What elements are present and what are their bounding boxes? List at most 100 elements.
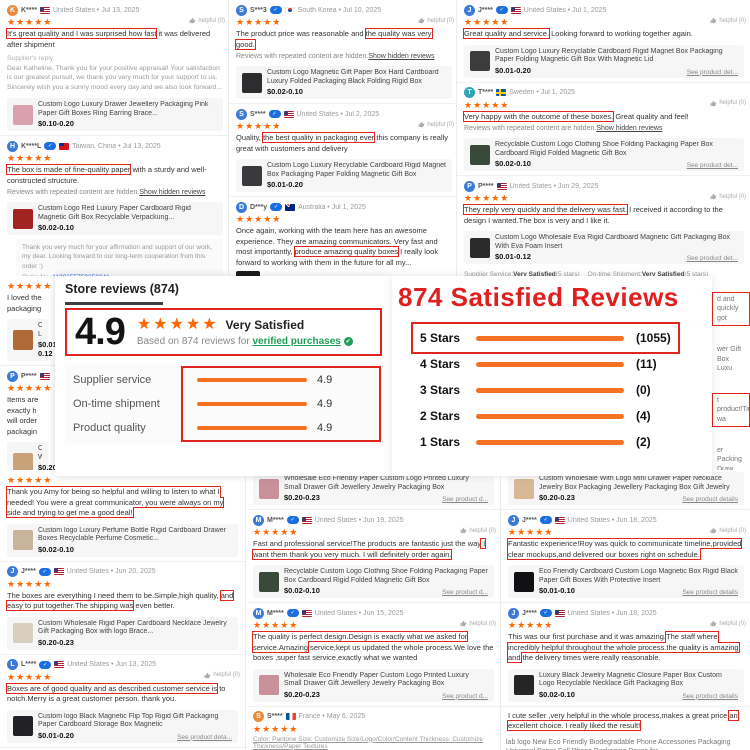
see-product-details-link[interactable]: See product det... xyxy=(686,162,738,169)
product-thumbnail xyxy=(259,571,279,592)
verified-purchases-link[interactable]: verified purchases xyxy=(252,336,341,348)
product-thumbnail xyxy=(242,165,262,186)
star-rating: ★★★★★ xyxy=(236,17,282,27)
review-header: PP****United xyxy=(7,370,50,382)
product-info: Custom Logo Wholesale Eva Rigid Cardboar… xyxy=(495,234,738,261)
product-card[interactable]: Custom Logo Luxury Drawer Jewellery Pack… xyxy=(7,98,223,132)
product-card[interactable]: Custom Wholesale With Logo Mini Drawer P… xyxy=(508,472,744,505)
supplier-reply-text: Thank you very much for your affirmation… xyxy=(22,244,212,270)
metric-row: Supplier service 4.9 xyxy=(73,368,374,392)
product-card[interactable]: Recyclable Custom Logo Clothing Shoe Fol… xyxy=(464,138,744,171)
helpful-button[interactable]: helpful (0) xyxy=(189,17,225,24)
product-card[interactable]: Recyclable Custom Logo Clothing Shoe Fol… xyxy=(253,565,494,598)
review-card: J J**** ✓ United States • Jun 20, 2025 ★★★★★… xyxy=(0,560,245,615)
see-product-details-link[interactable]: See product details xyxy=(682,589,738,596)
helpful-button[interactable]: helpful (0) xyxy=(710,100,746,107)
avatar: D xyxy=(236,201,247,213)
avatar: J xyxy=(508,514,519,526)
helpful-button[interactable]: helpful (0) xyxy=(460,527,496,534)
us-flag-icon xyxy=(554,516,565,524)
us-flag-icon xyxy=(54,661,65,668)
verified-badge-icon: ✓ xyxy=(38,567,51,576)
review-header: H K****L ✓ Taiwan, China • Jul 13, 2025 xyxy=(7,140,223,152)
product-name: Eco Friendly Cardboard Custom Logo Magne… xyxy=(539,568,738,584)
helpful-button[interactable]: helpful (0) xyxy=(418,17,454,24)
product-card[interactable]: Luxury Black Jewelry Magnetic Closure Pa… xyxy=(508,668,744,702)
product-thumbnail xyxy=(13,104,33,125)
product-card[interactable]: Custom logo Luxury Perfume Bottle Rigid … xyxy=(7,523,238,557)
see-product-details-link[interactable]: See product d... xyxy=(442,692,488,700)
hidden-reviews-text: Reviews with repeated content are hidden… xyxy=(236,53,369,60)
review-header: D D***y ✓ Australia • Jul 1, 2025 xyxy=(236,201,452,213)
see-product-details-link[interactable]: See product det... xyxy=(686,255,738,262)
product-card[interactable]: Custom logo Black Magnetic Flip Top Rigi… xyxy=(7,709,238,743)
review-text-segment: to notch.Merry is a great customer perso… xyxy=(7,683,226,704)
helpful-button[interactable]: helpful (0) xyxy=(710,17,746,24)
order-number-link[interactable]: 1198655759050241 xyxy=(52,274,109,277)
summary-stars-icon: ★★★★★ xyxy=(136,316,219,334)
us-flag-icon xyxy=(301,609,312,617)
review-column-top-mid: S S***3 ✓ South Korea • Jul 10, 2025 helpful… xyxy=(228,0,459,277)
helpful-button[interactable]: helpful (0) xyxy=(710,527,746,534)
rating-segment: On-time Shipment:Very Satisfied(5 stars) xyxy=(587,271,709,277)
reviewer-name: L**** xyxy=(21,661,37,668)
review-column-bottom-right: Custom Wholesale With Logo Mini Drawer P… xyxy=(500,470,750,750)
product-card[interactable]: Custom Lo $0.01-0.12 xyxy=(7,319,55,361)
product-card[interactable]: Custom Logo Luxury Recyclable Cardboard … xyxy=(464,44,744,78)
helpful-button[interactable]: helpful (0) xyxy=(204,672,240,679)
helpful-button[interactable]: helpful (0) xyxy=(710,193,746,200)
product-info: Recyclable Custom Logo Clothing Shoe Fol… xyxy=(495,141,738,168)
review-meta: United States • Jun 15, 2025 xyxy=(314,609,404,617)
reviewer-name: J**** xyxy=(21,568,36,575)
see-product-details-link[interactable]: See product det... xyxy=(686,68,738,76)
product-info: Custom logo Luxury Perfume Bottle Rigid … xyxy=(38,527,232,554)
review-card: J J**** ✓ United States • Jun 18, 2025 helpf… xyxy=(501,602,750,667)
review-text: Fast and professional service!The produc… xyxy=(251,538,494,560)
see-product-details-link[interactable]: See product d... xyxy=(442,589,488,596)
review-card: LL****✓United States • Jun 13, 2025helpf… xyxy=(0,746,245,750)
review-text-segment: with a sturdy and well-constructed struc… xyxy=(7,165,207,185)
product-card[interactable]: Custom Logo Magnetic Gift Paper Box Hard… xyxy=(236,66,452,99)
review-header: J J**** ✓ United States • Jun 18, 2025 xyxy=(508,514,744,526)
helpful-button[interactable]: helpful (0) xyxy=(418,121,454,128)
rating-segment: Supplier Service:Very Satisfied(5 stars) xyxy=(464,271,580,277)
product-info: Custom Wholesale With Logo Mini Drawer P… xyxy=(539,475,738,502)
show-hidden-reviews-link[interactable]: Show hidden reviews xyxy=(368,53,435,60)
product-card[interactable]: Custom Wholesale Rigid Paper Cardboard N… xyxy=(7,616,238,650)
see-product-details-link[interactable]: See product deta... xyxy=(177,733,232,741)
product-card[interactable]: Custom Logo Red Luxury Paper Cardboard R… xyxy=(7,202,223,236)
review-text-segment: It's great quality and I was surprised h… xyxy=(5,28,158,39)
product-info: Custom Wholesale Rigid Paper Cardboard N… xyxy=(38,620,232,647)
us-flag-icon xyxy=(554,609,565,617)
review-header: L L**** ✓ United States • Jun 13, 2025 xyxy=(7,659,238,671)
review-meta: United States • Jun 18, 2025 xyxy=(567,516,657,524)
verified-badge-icon: ✓ xyxy=(495,6,508,14)
product-name: Recyclable Custom Logo Clothing Shoe Fol… xyxy=(284,568,488,584)
product-thumbnail xyxy=(470,51,490,71)
us-flag-icon xyxy=(283,110,294,118)
product-card[interactable]: Wholesale Eco Friendly Paper Custom Logo… xyxy=(253,668,494,702)
show-hidden-reviews-link[interactable]: Show hidden reviews xyxy=(139,189,206,197)
reviewer-name: J**** xyxy=(522,516,537,524)
product-card[interactable]: Wholesale Eco Friendly Paper Custom Logo… xyxy=(253,472,494,505)
review-text: They reply very quickly and the delivery… xyxy=(463,204,744,226)
product-info: Custom Lo $0.01-0.12 xyxy=(38,322,55,358)
star-rating: ★★★★★ xyxy=(464,99,510,110)
helpful-button[interactable]: helpful (0) xyxy=(710,620,746,627)
see-product-details-link[interactable]: See product d... xyxy=(442,496,488,503)
show-hidden-reviews-link[interactable]: Show hidden reviews xyxy=(596,125,663,132)
product-name: Custom Logo Luxury Recyclable Cardboard … xyxy=(495,47,723,64)
review-meta: France • May 6, 2025 xyxy=(298,713,366,720)
review-text: The box is made of fine-quality paper wi… xyxy=(5,164,223,186)
product-card[interactable]: Eco Friendly Cardboard Custom Logo Magne… xyxy=(508,565,744,598)
store-reviews-tab[interactable]: Store reviews (874) xyxy=(65,282,179,296)
product-thumbnail xyxy=(13,530,33,550)
product-name: Custom logo Luxury Perfume Bottle Rigid … xyxy=(38,526,226,543)
helpful-button[interactable]: helpful (0) xyxy=(460,620,496,627)
product-card[interactable]: Custom Logo Wholesale Eva Rigid Cardboar… xyxy=(464,231,744,264)
review-meta: Taiwan, China • Jul 13, 2025 xyxy=(72,142,161,150)
see-product-details-link[interactable]: See product details xyxy=(682,692,738,700)
see-product-details-link[interactable]: See product details xyxy=(682,496,738,503)
product-card[interactable]: Custom Logo Luxury Recyclable Cardboard … xyxy=(236,159,452,192)
star-rating: ★★★★★ xyxy=(236,121,282,131)
